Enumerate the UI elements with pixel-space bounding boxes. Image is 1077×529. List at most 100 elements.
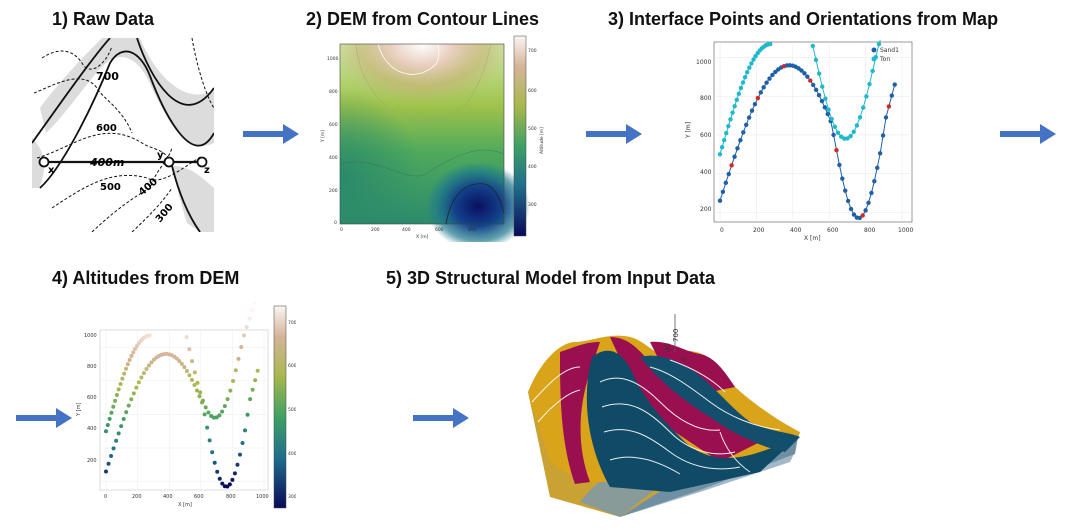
altitude-point xyxy=(187,347,192,352)
sand1-point xyxy=(816,93,822,98)
altitude-point xyxy=(125,362,130,367)
p4-cbar-tick: 300 xyxy=(288,494,296,500)
ton-point xyxy=(721,137,727,143)
dem-xlabel: X [m] xyxy=(416,234,429,240)
sand1-point xyxy=(860,213,865,218)
dem-xtick: 800 xyxy=(468,227,477,233)
ton-point xyxy=(813,57,819,63)
p4-xtick: 600 xyxy=(194,494,204,500)
altitude-point xyxy=(244,325,249,330)
contour-label-600: 600 xyxy=(96,123,117,134)
altitude-point xyxy=(195,388,200,393)
title-3d-model: 5) 3D Structural Model from Input Data xyxy=(386,268,716,288)
sand1-point xyxy=(746,115,752,120)
p4-cbar-tick: 600 xyxy=(288,363,296,369)
altitude-point xyxy=(248,397,253,402)
ton-point xyxy=(747,65,752,70)
sand1-point xyxy=(851,212,857,217)
p3-ytick: 200 xyxy=(700,206,712,213)
altitude-point xyxy=(207,438,212,443)
altitude-point xyxy=(123,366,128,371)
sand1-point xyxy=(735,146,740,151)
model-axis-label: Z xyxy=(680,356,688,362)
altitude-point xyxy=(198,390,203,395)
sand1-point xyxy=(770,72,775,78)
ton-point xyxy=(845,136,850,141)
altitude-point xyxy=(217,413,222,418)
altitude-point xyxy=(106,461,111,466)
ton-point xyxy=(768,41,773,47)
altitude-point xyxy=(190,359,195,364)
altitude-point xyxy=(105,423,110,428)
sand1-point xyxy=(810,82,816,88)
sand1-point xyxy=(808,78,813,83)
dem-ytick: 600 xyxy=(329,122,338,128)
sand1-point xyxy=(889,93,895,98)
p4-xtick: 800 xyxy=(226,494,236,500)
sand1-point xyxy=(726,171,731,177)
altitude-point xyxy=(136,380,141,385)
ton-point xyxy=(732,103,737,109)
sand1-point xyxy=(749,108,755,113)
altitude-point xyxy=(236,356,241,361)
p3-ytick: 800 xyxy=(700,95,712,102)
p4-ytick: 400 xyxy=(87,426,97,432)
dem-ytick: 200 xyxy=(329,188,338,194)
altitude-point xyxy=(202,412,207,417)
ton-point xyxy=(857,115,863,120)
sand1-point xyxy=(834,148,839,153)
sand1-point xyxy=(741,130,746,135)
sand1-point xyxy=(831,132,836,138)
sand1-point xyxy=(732,154,737,159)
altitude-point xyxy=(197,394,202,399)
altitude-point xyxy=(109,454,114,459)
sand1-point xyxy=(767,76,772,81)
p3-ytick: 1000 xyxy=(696,59,711,66)
altitude-point xyxy=(253,378,258,383)
p3-xtick: 200 xyxy=(753,227,765,234)
ton-point xyxy=(734,97,739,103)
altitude-point xyxy=(120,376,125,381)
sand1-point xyxy=(822,105,828,110)
structural-model-3d: 700 Z 00 xyxy=(528,314,800,517)
ton-point xyxy=(816,71,822,76)
altitude-point xyxy=(230,477,235,482)
altitude-point xyxy=(187,373,192,378)
sand1-point xyxy=(764,80,769,85)
p4-cbar-tick: 400 xyxy=(288,451,296,457)
sand1-point xyxy=(717,198,723,203)
p4-xtick: 0 xyxy=(104,494,107,500)
altitude-point xyxy=(210,450,215,455)
p3-xtick: 400 xyxy=(790,227,802,234)
sand1-point xyxy=(845,198,851,204)
point-label-x: x xyxy=(48,165,55,176)
title-altitudes: 4) Altitudes from DEM xyxy=(52,268,240,288)
altitude-point xyxy=(214,415,219,420)
altitude-point xyxy=(243,428,248,433)
point-label-y: y xyxy=(157,150,164,161)
ton-point xyxy=(867,81,872,87)
title-raw-data: 1) Raw Data xyxy=(52,9,155,29)
ton-point xyxy=(742,74,748,80)
altitude-point xyxy=(109,410,114,415)
p3-xlabel: X [m] xyxy=(804,235,821,242)
p3-ytick: 400 xyxy=(700,169,712,176)
sand1-point xyxy=(729,163,734,168)
ton-point xyxy=(860,105,866,110)
altitude-point xyxy=(111,446,116,451)
dem-ytick: 400 xyxy=(329,155,338,161)
p4-ytick: 800 xyxy=(87,364,97,370)
altitude-point xyxy=(116,387,121,392)
ton-point xyxy=(745,70,750,75)
ton-point xyxy=(832,124,838,129)
altitude-point xyxy=(192,382,197,387)
ton-point xyxy=(740,80,746,85)
ton-point xyxy=(810,43,816,49)
altitude-point xyxy=(220,481,225,486)
sand1-point xyxy=(886,104,892,109)
ton-point xyxy=(826,107,831,112)
altitude-point xyxy=(134,385,139,390)
altitude-point xyxy=(228,388,233,393)
altitude-point xyxy=(184,368,189,373)
p3-xtick: 0 xyxy=(720,227,724,234)
